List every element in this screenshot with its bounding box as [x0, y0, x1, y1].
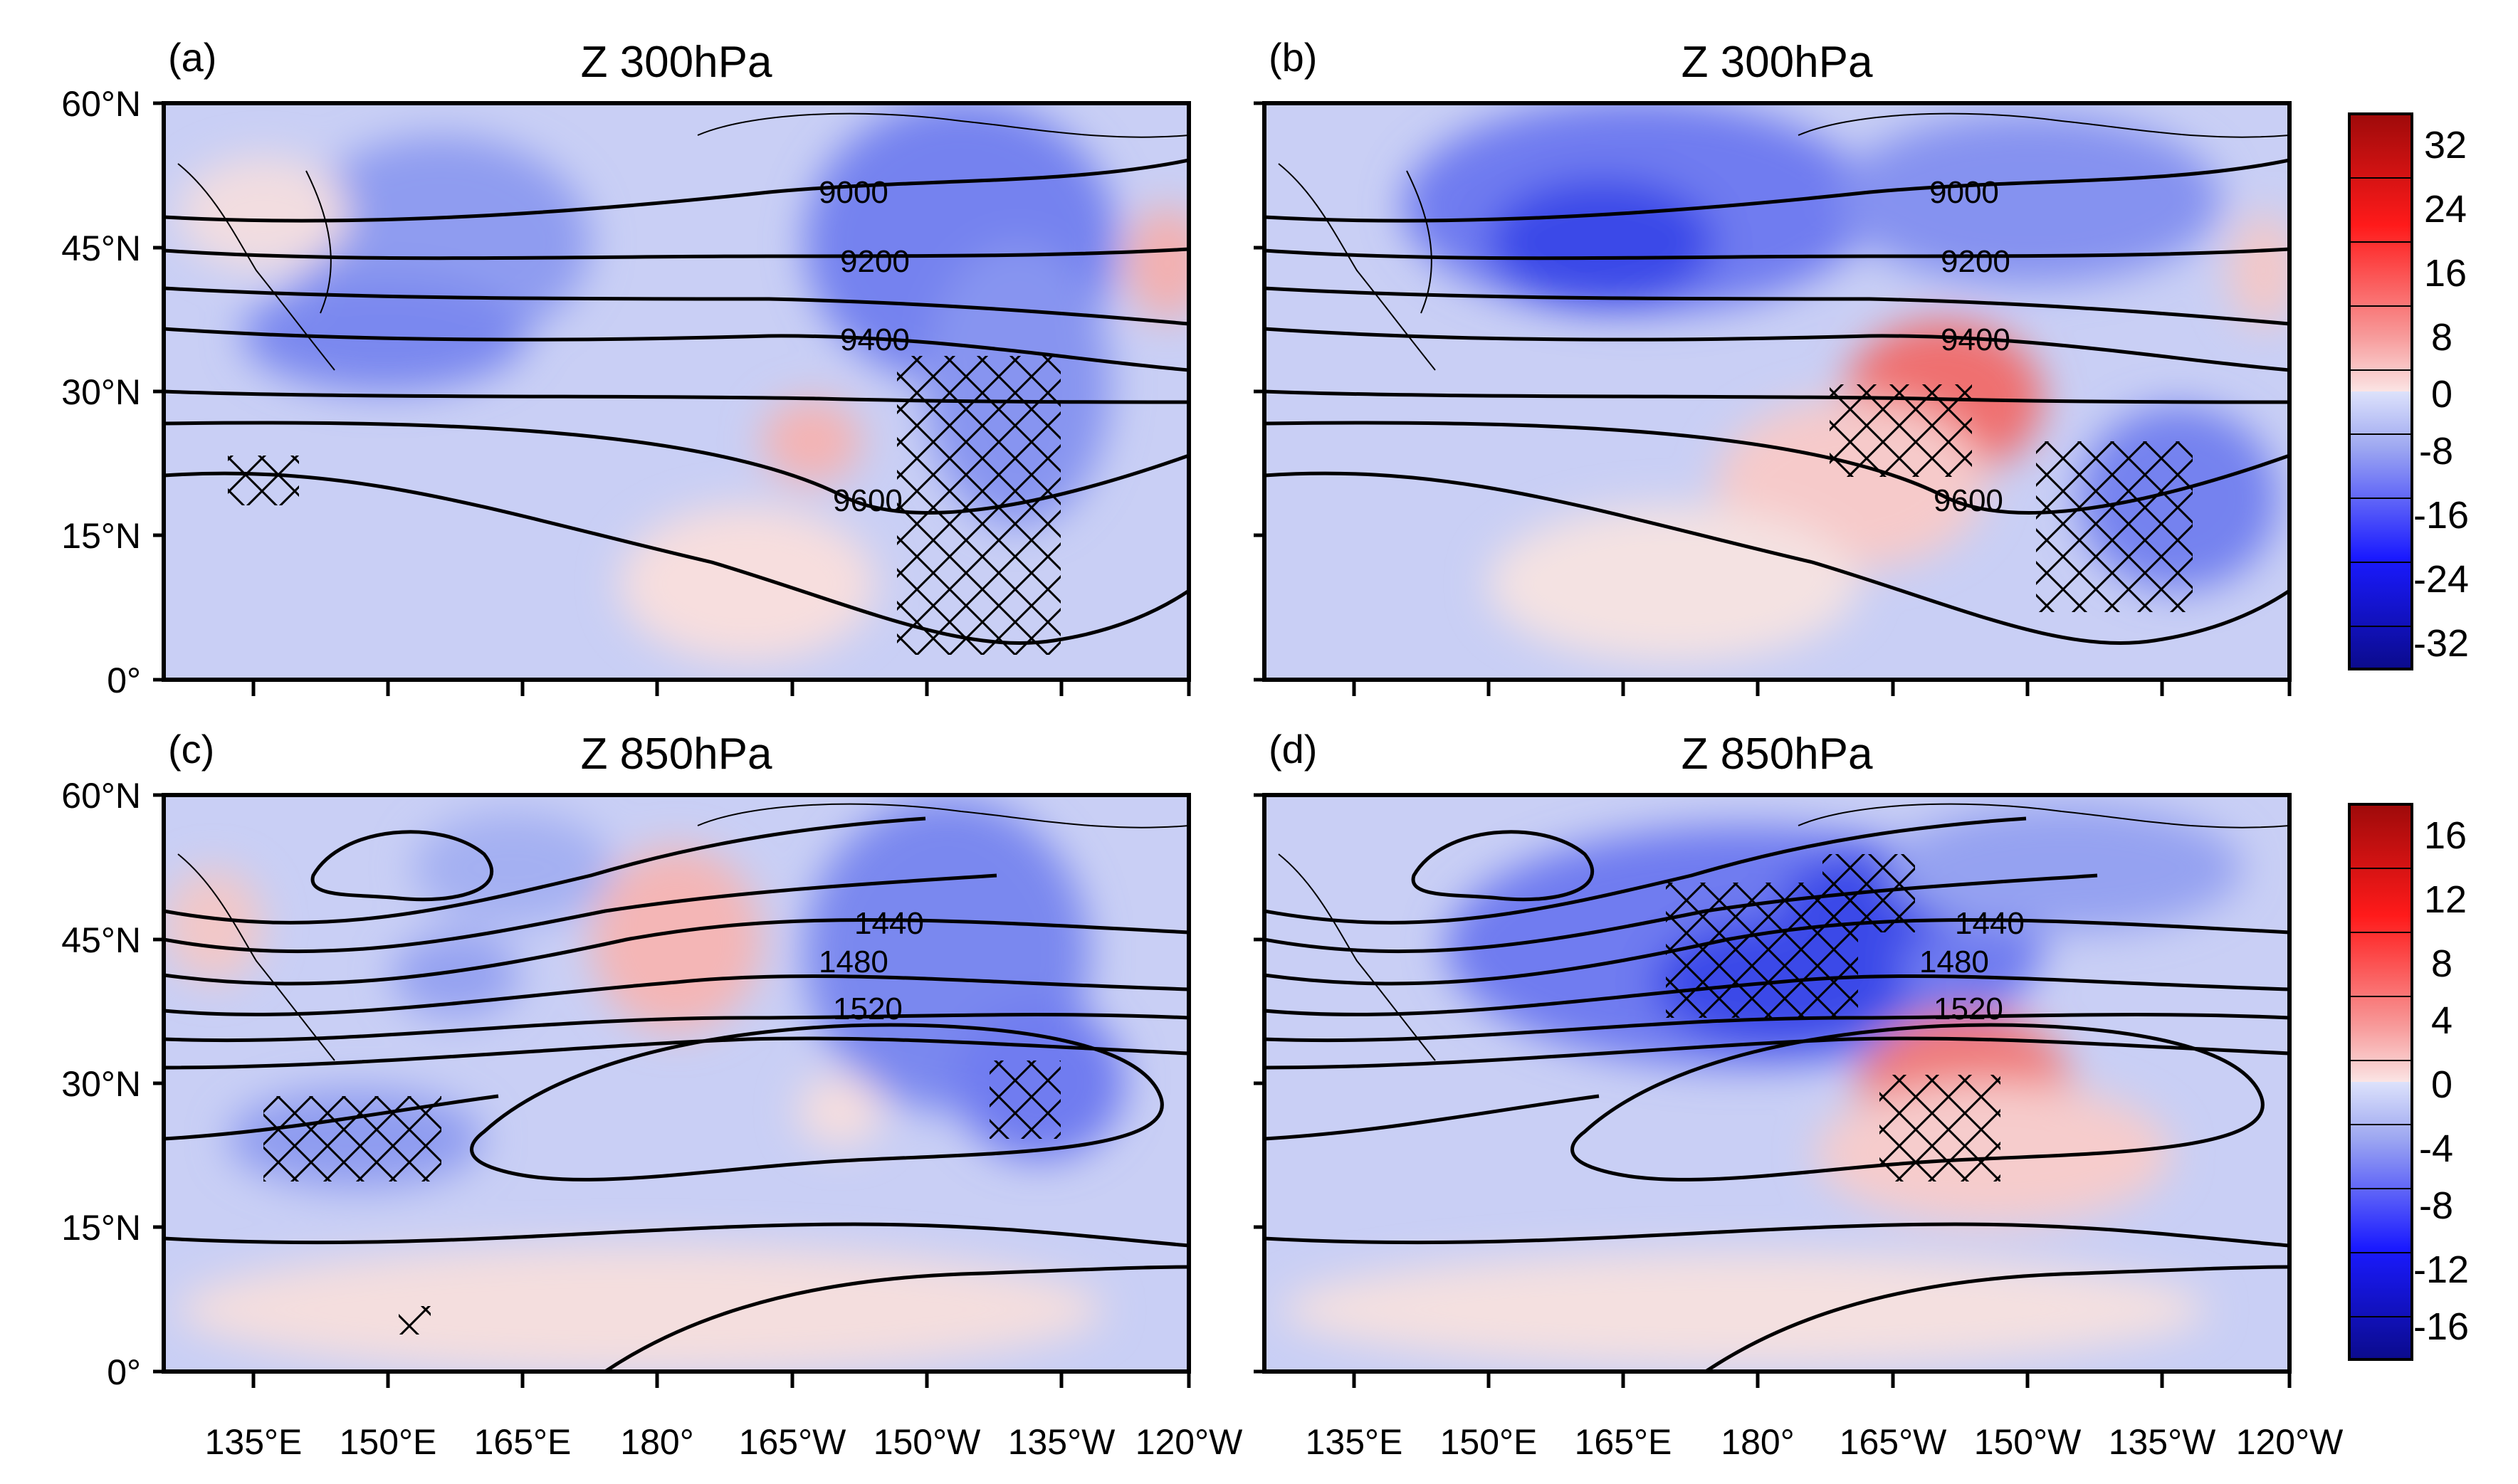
- colorbar-label: -24: [2413, 558, 2469, 601]
- lon-tick-label: 135°W: [1008, 1422, 1116, 1462]
- colorbar-label: -32: [2413, 622, 2469, 665]
- lon-tick-label: 180°: [620, 1422, 693, 1462]
- panel-a: 9000 9200 9400 9600 (a) Z 300hPa: [162, 35, 1191, 682]
- contour-labels-b: 9000 9200 9400 9600: [1929, 175, 2010, 518]
- lon-tick-label: 135°E: [205, 1422, 303, 1462]
- colorbar-label: -16: [2413, 494, 2469, 537]
- colorbar-label: 4: [2431, 999, 2453, 1042]
- lon-tick-label: 150°E: [1440, 1422, 1538, 1462]
- contour-label: 1440: [854, 906, 924, 941]
- lon-tick-label: 120°W: [2236, 1422, 2344, 1462]
- lon-tick-label: 150°W: [874, 1422, 981, 1462]
- lon-tick-label: 135°W: [2109, 1422, 2216, 1462]
- panel-label-d: (d): [1269, 727, 1317, 772]
- lon-tick-label: 180°: [1721, 1422, 1794, 1462]
- colorbar-bottom: 16 12 8 4 0 -4 -8 -12 -16: [2348, 803, 2469, 1361]
- contour-label: 9400: [840, 322, 910, 357]
- lat-tick-label: 15°N: [61, 516, 141, 556]
- contour-label: 9600: [833, 483, 903, 518]
- lon-tick-label: 165°W: [1840, 1422, 1947, 1462]
- lon-tick-label: 165°E: [474, 1422, 572, 1462]
- lat-labels-bottom: 60°N 45°N 30°N 15°N 0°: [61, 776, 141, 1392]
- colorbar-top: 32 24 16 8 0 -8 -16 -24 -32: [2348, 112, 2469, 670]
- colorbar-label: -8: [2419, 430, 2453, 473]
- panel-b: 9000 9200 9400 9600 (b) Z 300hPa: [1262, 35, 2292, 682]
- panel-title-c: Z 850hPa: [581, 730, 772, 779]
- lat-labels-top: 60°N 45°N 30°N 15°N 0°: [61, 84, 141, 700]
- lon-tick-label: 165°E: [1575, 1422, 1672, 1462]
- colorbar-label: 8: [2431, 316, 2453, 359]
- lat-tick-label: 45°N: [61, 920, 141, 960]
- contour-label: 9200: [1941, 244, 2010, 279]
- panel-d: 1440 1480 1520 (d) Z 850hPa: [1262, 727, 2292, 1374]
- lat-tick-label: 0°: [107, 1352, 141, 1392]
- lon-labels-left: 135°E 150°E 165°E 180° 165°W 150°W 135°W…: [205, 1422, 1243, 1462]
- contour-labels-d: 1440 1480 1520: [1919, 906, 2025, 1026]
- contour-label: 1520: [1934, 991, 2003, 1026]
- colorbar-label: -8: [2419, 1184, 2453, 1227]
- panel-title-d: Z 850hPa: [1682, 730, 1873, 779]
- contour-labels-c: 1440 1480 1520: [819, 906, 924, 1026]
- lon-labels-right: 135°E 150°E 165°E 180° 165°W 150°W 135°W…: [1306, 1422, 2344, 1462]
- colorbar-label: 8: [2431, 942, 2453, 985]
- lon-tick-label: 120°W: [1135, 1422, 1243, 1462]
- lon-tick-label: 150°E: [340, 1422, 437, 1462]
- contour-label: 1520: [833, 991, 903, 1026]
- panel-label-b: (b): [1269, 35, 1317, 80]
- lat-tick-label: 60°N: [61, 84, 141, 124]
- lat-tick-label: 30°N: [61, 372, 141, 412]
- lon-tick-label: 165°W: [739, 1422, 846, 1462]
- colorbar-label: 16: [2424, 252, 2467, 295]
- lat-tick-label: 0°: [107, 661, 141, 700]
- lon-tick-label: 135°E: [1306, 1422, 1403, 1462]
- contour-label: 1440: [1955, 906, 2025, 941]
- colorbar-label: 32: [2424, 124, 2467, 167]
- colorbar-label: 12: [2424, 878, 2467, 921]
- contour-labels-a: 9000 9200 9400 9600: [819, 175, 910, 518]
- lat-tick-label: 45°N: [61, 228, 141, 268]
- contour-label: 9200: [840, 244, 910, 279]
- colorbar-label: -4: [2419, 1127, 2453, 1170]
- contour-label: 9000: [1929, 175, 1999, 210]
- panel-label-a: (a): [168, 35, 216, 80]
- colorbar-label: 24: [2424, 188, 2467, 231]
- colorbar-label: 16: [2424, 814, 2467, 857]
- lon-tick-label: 150°W: [1974, 1422, 2082, 1462]
- panel-label-c: (c): [168, 727, 214, 772]
- colorbar-label: -12: [2413, 1248, 2469, 1291]
- lat-tick-label: 30°N: [61, 1064, 141, 1104]
- colorbar-label: 0: [2431, 373, 2453, 416]
- colorbar-label: -16: [2413, 1305, 2469, 1348]
- contour-label: 9400: [1941, 322, 2010, 357]
- contour-label: 9000: [819, 175, 888, 210]
- panel-title-b: Z 300hPa: [1682, 38, 1873, 87]
- contour-label: 1480: [819, 944, 888, 979]
- contour-label: 1480: [1919, 944, 1989, 979]
- axes: [153, 101, 2292, 1388]
- panel-c: 1440 1480 1520 (c) Z 850hPa: [162, 727, 1191, 1374]
- lat-tick-label: 60°N: [61, 776, 141, 816]
- lat-tick-label: 15°N: [61, 1208, 141, 1248]
- contour-label: 9600: [1934, 483, 2003, 518]
- panel-title-a: Z 300hPa: [581, 38, 772, 87]
- colorbar-label: 0: [2431, 1063, 2453, 1106]
